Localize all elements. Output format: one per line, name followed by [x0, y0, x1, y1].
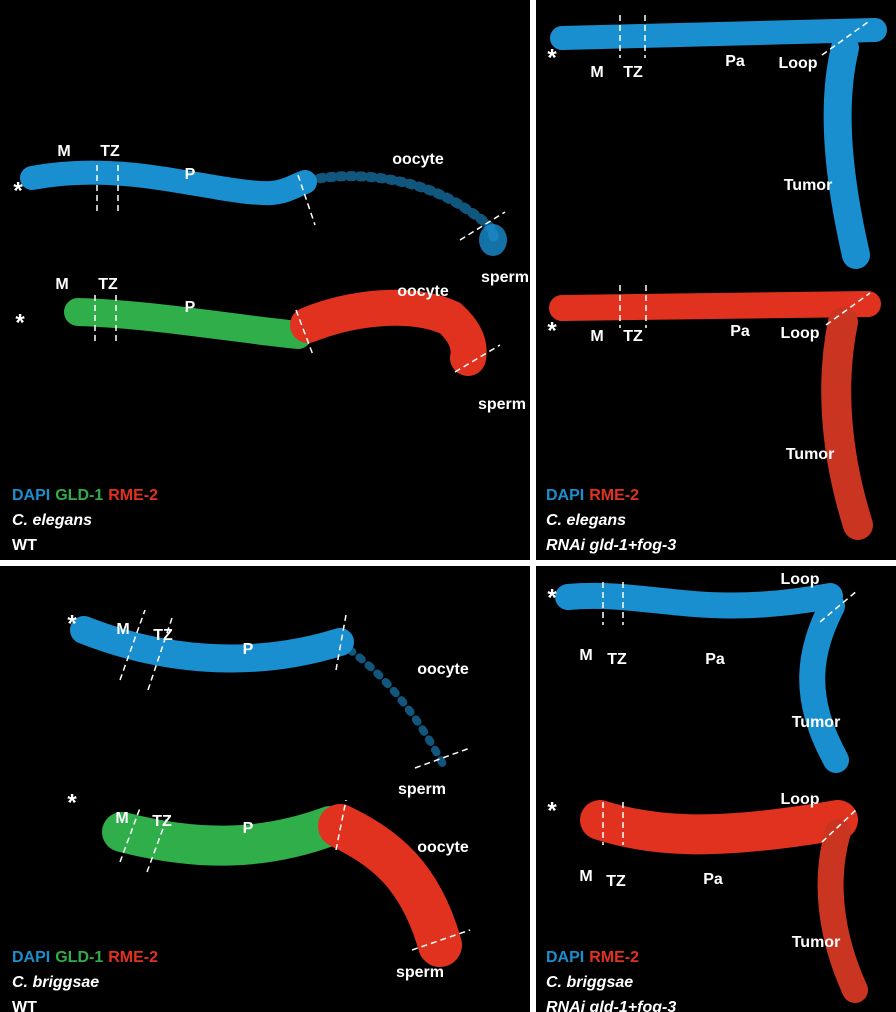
- gonad-dapi: [70, 616, 354, 673]
- origin-asterisk: *: [67, 610, 77, 637]
- tumor-dapi: [823, 34, 870, 269]
- region-label: P: [243, 820, 254, 837]
- region-label: Pa: [703, 871, 723, 888]
- region-label: Tumor: [792, 934, 841, 951]
- gonad-dapi: [550, 18, 887, 50]
- origin-asterisk: *: [67, 789, 77, 816]
- origin-asterisk: *: [15, 309, 25, 336]
- gonad-rme2: [580, 800, 858, 855]
- condition: RNAi gld-1+fog-3: [546, 537, 676, 554]
- tumor-dapi: [799, 593, 849, 773]
- region-label: TZ: [152, 813, 172, 830]
- region-label: M: [579, 647, 592, 664]
- stain-legend: DAPI GLD-1 RME-2: [12, 487, 158, 504]
- stain-name: DAPI: [12, 487, 50, 504]
- gonad-gld1: [102, 806, 350, 866]
- region-label: M: [55, 276, 68, 293]
- stain-name: RME-2: [108, 949, 158, 966]
- region-label: Loop: [780, 791, 819, 808]
- oocyte-dapi: [346, 646, 449, 772]
- stain-name: GLD-1: [55, 949, 103, 966]
- region-label: Tumor: [792, 714, 841, 731]
- stain-name: RME-2: [589, 949, 639, 966]
- gonad-rme2: [318, 804, 462, 967]
- origin-asterisk: *: [547, 44, 557, 71]
- gonad-dapi: [20, 160, 317, 206]
- region-label: Tumor: [784, 177, 833, 194]
- stain-legend: DAPI RME-2: [546, 487, 639, 504]
- stain-legend: DAPI GLD-1 RME-2: [12, 949, 158, 966]
- region-label: M: [579, 868, 592, 885]
- origin-asterisk: *: [13, 177, 23, 204]
- stain-name: DAPI: [546, 949, 584, 966]
- origin-asterisk: *: [547, 317, 557, 344]
- region-label: M: [116, 621, 129, 638]
- stain-name: GLD-1: [55, 487, 103, 504]
- condition: WT: [12, 999, 37, 1012]
- region-label: M: [115, 810, 128, 827]
- region-label: oocyte: [417, 839, 469, 856]
- region-label: Loop: [780, 571, 819, 588]
- region-label: Pa: [705, 651, 725, 668]
- region-label: P: [185, 299, 196, 316]
- region-label: sperm: [478, 396, 526, 413]
- tumor-rme2: [821, 307, 873, 540]
- region-label: TZ: [100, 143, 120, 160]
- region-label: M: [590, 64, 603, 81]
- region-label: Pa: [725, 53, 745, 70]
- species: C. briggsae: [546, 974, 633, 991]
- stain-name: DAPI: [12, 949, 50, 966]
- region-label: Pa: [730, 323, 750, 340]
- condition: WT: [12, 537, 37, 554]
- region-label: oocyte: [417, 661, 469, 678]
- region-label: P: [185, 166, 196, 183]
- region-label: P: [243, 641, 254, 658]
- gonad-rme2: [290, 289, 487, 376]
- region-label: M: [590, 328, 603, 345]
- region-label: Tumor: [786, 446, 835, 463]
- tumor-rme2: [817, 819, 868, 1003]
- region-label: Loop: [780, 325, 819, 342]
- stain-name: DAPI: [546, 487, 584, 504]
- stain-name: RME-2: [589, 487, 639, 504]
- region-label: TZ: [98, 276, 118, 293]
- region-label: TZ: [153, 627, 173, 644]
- region-label: TZ: [607, 651, 627, 668]
- condition: RNAi gld-1+fog-3: [546, 999, 676, 1012]
- region-label: TZ: [623, 64, 643, 81]
- panel-wt-elegans: [0, 0, 530, 560]
- region-label: oocyte: [392, 151, 444, 168]
- stain-legend: DAPI RME-2: [546, 949, 639, 966]
- species: C. briggsae: [12, 974, 99, 991]
- gonad-dapi: [555, 582, 843, 619]
- gonad-gld1: [64, 298, 312, 349]
- species: C. elegans: [12, 512, 92, 529]
- region-label: oocyte: [397, 283, 449, 300]
- region-label: TZ: [606, 873, 626, 890]
- region-label: sperm: [481, 269, 529, 286]
- origin-asterisk: *: [547, 584, 557, 611]
- species: C. elegans: [546, 512, 626, 529]
- origin-asterisk: *: [547, 797, 557, 824]
- gonad-rme2: [549, 291, 881, 321]
- gonad-shapes: [20, 18, 887, 1003]
- region-label: M: [57, 143, 70, 160]
- region-label: TZ: [623, 328, 643, 345]
- boundary-lines: [94, 15, 871, 951]
- region-label: sperm: [396, 964, 444, 981]
- sperm-dapi: [479, 224, 507, 256]
- stain-name: RME-2: [108, 487, 158, 504]
- region-label: sperm: [398, 781, 446, 798]
- region-label: Loop: [778, 55, 817, 72]
